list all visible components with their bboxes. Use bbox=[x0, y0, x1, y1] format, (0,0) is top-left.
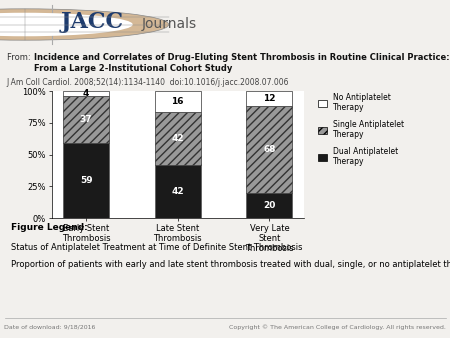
Text: Figure Legend:: Figure Legend: bbox=[11, 223, 88, 232]
Bar bbox=[63, 143, 109, 218]
Bar bbox=[247, 106, 292, 193]
Bar bbox=[155, 91, 201, 112]
Text: 20: 20 bbox=[263, 201, 275, 210]
Bar bbox=[63, 96, 109, 143]
Text: 12: 12 bbox=[263, 94, 276, 103]
Text: Incidence and Correlates of Drug-Eluting Stent Thrombosis in Routine Clinical Pr: Incidence and Correlates of Drug-Eluting… bbox=[34, 53, 450, 73]
Text: JACC: JACC bbox=[61, 11, 124, 33]
Text: Copyright © The American College of Cardiology. All rights reserved.: Copyright © The American College of Card… bbox=[229, 324, 446, 330]
Circle shape bbox=[0, 13, 133, 36]
Text: 59: 59 bbox=[80, 176, 92, 185]
Text: Status of Antiplatelet Treatment at Time of Definite Stent Thrombosis: Status of Antiplatelet Treatment at Time… bbox=[11, 243, 302, 252]
Legend: No Antiplatelet
Therapy, Single Antiplatelet
Therapy, Dual Antiplatelet
Therapy: No Antiplatelet Therapy, Single Antiplat… bbox=[318, 93, 404, 166]
Text: 16: 16 bbox=[171, 97, 184, 106]
Bar bbox=[155, 165, 201, 218]
Text: 42: 42 bbox=[171, 134, 184, 143]
Bar bbox=[63, 91, 109, 96]
Text: J Am Coll Cardiol. 2008;52(14):1134-1140  doi:10.1016/j.jacc.2008.07.006: J Am Coll Cardiol. 2008;52(14):1134-1140… bbox=[7, 78, 289, 87]
Circle shape bbox=[0, 9, 169, 40]
Text: 68: 68 bbox=[263, 145, 276, 154]
Text: Journals: Journals bbox=[142, 17, 197, 30]
Text: Proportion of patients with early and late stent thrombosis treated with dual, s: Proportion of patients with early and la… bbox=[11, 260, 450, 269]
Text: From:: From: bbox=[7, 53, 33, 63]
Bar bbox=[155, 112, 201, 165]
Bar bbox=[247, 91, 292, 106]
Text: 42: 42 bbox=[171, 187, 184, 196]
Text: 37: 37 bbox=[80, 115, 92, 124]
Bar bbox=[247, 193, 292, 218]
Text: 4: 4 bbox=[83, 89, 89, 98]
Text: Date of download: 9/18/2016: Date of download: 9/18/2016 bbox=[4, 325, 96, 330]
